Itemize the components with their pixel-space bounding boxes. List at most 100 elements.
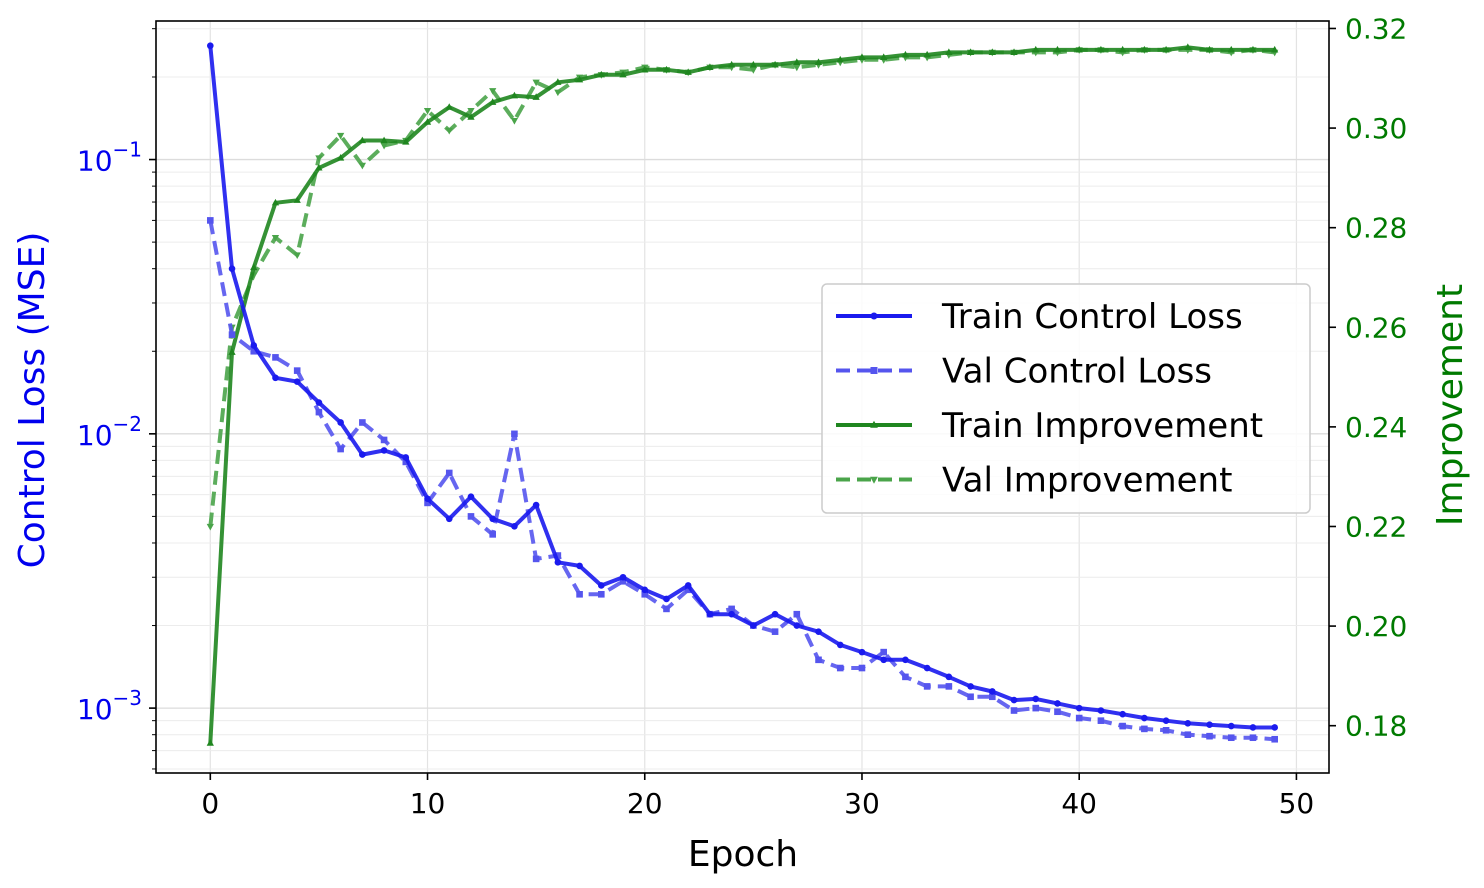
- data-point: [358, 136, 366, 144]
- data-point: [1053, 45, 1062, 53]
- data-point: [445, 127, 453, 135]
- data-point: [597, 70, 605, 78]
- data-point: [1141, 714, 1148, 722]
- data-point: [228, 265, 236, 272]
- data-point: [207, 217, 214, 224]
- data-point: [870, 367, 878, 374]
- data-point: [293, 196, 301, 203]
- data-point: [380, 136, 388, 144]
- x-axis-title: Epoch: [688, 834, 798, 875]
- x-tick-label: 10: [410, 787, 446, 820]
- data-point: [1097, 707, 1105, 714]
- data-point: [923, 50, 931, 58]
- data-point: [902, 656, 909, 664]
- series-train-improvement: [206, 43, 1279, 746]
- data-point: [489, 515, 496, 523]
- data-point: [337, 132, 345, 140]
- series-layer: [206, 42, 1279, 746]
- data-point: [684, 582, 692, 589]
- data-point: [424, 499, 431, 507]
- data-point: [684, 68, 692, 75]
- data-point: [402, 138, 410, 145]
- data-point: [271, 198, 280, 206]
- data-point: [880, 656, 887, 664]
- data-point: [424, 495, 431, 503]
- data-point: [576, 590, 583, 598]
- data-point: [1206, 732, 1213, 740]
- data-point: [293, 378, 301, 385]
- data-point: [315, 399, 323, 406]
- data-point: [228, 348, 236, 355]
- data-point: [467, 113, 475, 120]
- data-point: [923, 664, 931, 672]
- data-point: [271, 234, 280, 242]
- data-point: [575, 75, 584, 83]
- data-point: [793, 58, 801, 65]
- data-point: [402, 454, 410, 461]
- data-point: [532, 501, 540, 509]
- data-point: [554, 559, 562, 566]
- data-point: [315, 155, 323, 162]
- data-point: [380, 142, 388, 150]
- data-point: [619, 70, 627, 78]
- data-point: [858, 664, 866, 672]
- data-point: [554, 89, 562, 97]
- data-point: [749, 60, 757, 68]
- data-point: [1097, 717, 1105, 724]
- data-point: [619, 573, 627, 581]
- data-point: [380, 447, 388, 454]
- data-point: [793, 64, 801, 72]
- y-right-tick-label: 0.20: [1345, 610, 1407, 643]
- data-point: [228, 331, 236, 338]
- data-point: [1271, 735, 1278, 743]
- data-point: [1249, 724, 1257, 731]
- data-point: [293, 252, 301, 260]
- data-point: [272, 374, 279, 382]
- data-point: [1271, 45, 1279, 53]
- data-point: [206, 739, 214, 746]
- data-point: [728, 60, 736, 68]
- data-point: [250, 342, 258, 349]
- data-point: [1054, 708, 1061, 716]
- data-point: [532, 79, 540, 87]
- data-point: [967, 693, 974, 701]
- data-point: [554, 78, 562, 85]
- y-right-tick-label: 0.18: [1345, 710, 1407, 743]
- legend-item: Val Control Loss: [836, 352, 1212, 392]
- y-left-tick-label: 10−2: [77, 412, 142, 452]
- data-point: [870, 420, 878, 428]
- plot-area-border: [155, 20, 1330, 774]
- data-point: [989, 688, 996, 695]
- data-point: [445, 103, 453, 110]
- y-right-tick-label: 0.26: [1345, 311, 1407, 344]
- y-axis-left-title: Control Loss (MSE): [12, 232, 53, 569]
- data-point: [684, 586, 692, 594]
- data-point: [1010, 48, 1018, 56]
- data-point: [945, 48, 953, 56]
- data-point: [1119, 45, 1127, 53]
- data-point: [1119, 722, 1126, 730]
- data-point: [1075, 704, 1083, 712]
- data-point: [467, 513, 475, 520]
- data-point: [467, 108, 475, 115]
- series-train-control-loss: [207, 42, 1278, 731]
- data-point: [510, 91, 519, 99]
- data-point: [815, 628, 822, 635]
- data-point: [641, 590, 649, 598]
- data-point: [641, 586, 649, 594]
- data-point: [206, 523, 214, 531]
- x-tick-label: 50: [1279, 787, 1315, 820]
- data-point: [1227, 734, 1235, 742]
- data-point: [1075, 45, 1083, 53]
- data-point: [1010, 707, 1018, 714]
- data-point: [511, 430, 518, 438]
- data-point: [489, 98, 497, 105]
- data-point: [793, 610, 801, 618]
- data-point: [1249, 45, 1257, 53]
- x-tick-label: 0: [201, 787, 219, 820]
- data-point: [1010, 696, 1018, 704]
- data-point: [663, 605, 670, 613]
- data-point: [1032, 704, 1040, 712]
- data-point: [359, 451, 366, 458]
